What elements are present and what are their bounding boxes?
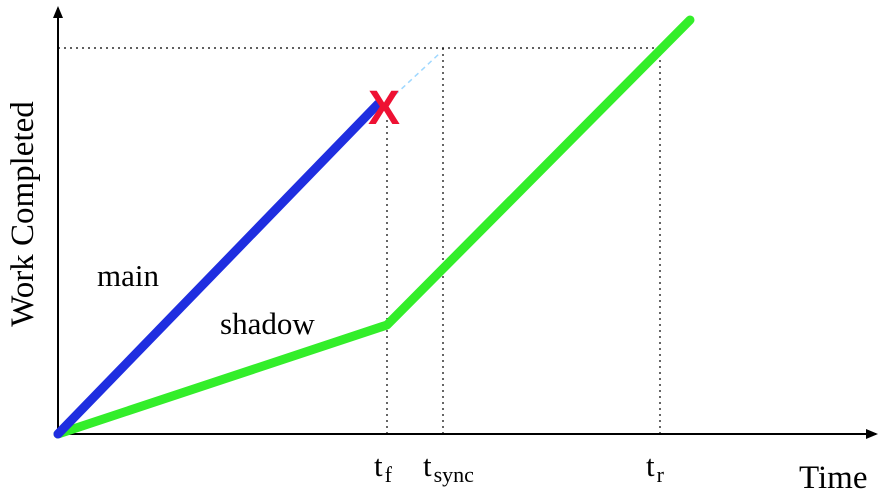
tick-label-tsync: tsync xyxy=(423,448,474,487)
failure-x-mark: X xyxy=(368,82,400,135)
tick-tf-sub: f xyxy=(385,462,393,487)
shadow-line xyxy=(53,15,695,439)
x-axis-label: Time xyxy=(799,460,867,496)
tick-tr-base: t xyxy=(646,448,655,483)
tick-tf-base: t xyxy=(374,448,383,483)
main-extension-line xyxy=(394,52,441,96)
tick-tsync-base: t xyxy=(423,448,432,483)
main-line xyxy=(53,99,383,439)
shadow-label: shadow xyxy=(220,306,315,341)
tick-tsync-sub: sync xyxy=(434,462,475,487)
main-label: main xyxy=(97,258,159,293)
tick-label-tr: tr xyxy=(646,448,665,487)
tick-tr-sub: r xyxy=(657,462,665,487)
y-axis-label: Work Completed xyxy=(5,101,41,327)
tick-label-tf: tf xyxy=(374,448,393,487)
